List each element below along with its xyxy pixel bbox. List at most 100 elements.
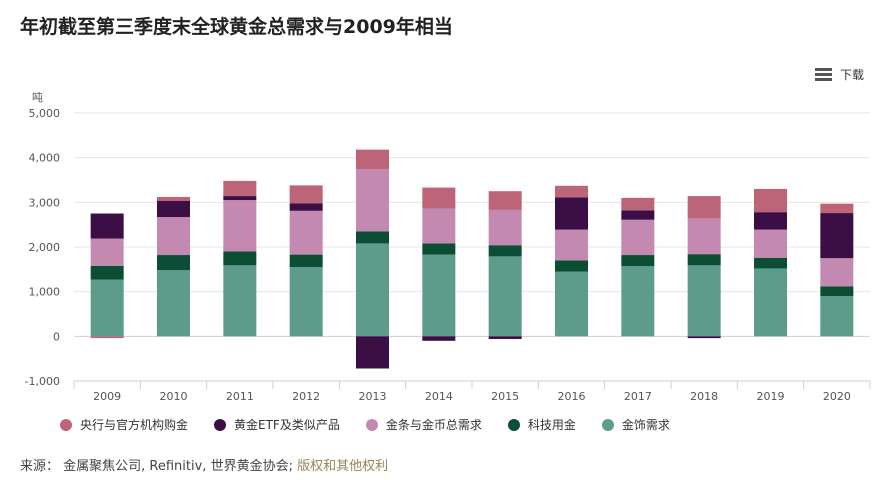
x-tick-label: 2010 (160, 390, 188, 403)
bar-segment-2016 (555, 229, 588, 261)
legend-label: 央行与官方机构购金 (80, 418, 189, 432)
x-tick-label: 2014 (425, 390, 453, 403)
bar-segment-2017 (621, 197, 655, 211)
bar-segment-2011 (223, 265, 257, 337)
chart-legend: 央行与官方机构购金 黄金ETF及类似产品 金条与金币总需求 科技用金 金饰需求 (60, 416, 670, 433)
legend-swatch (601, 418, 614, 431)
x-tick-label: 2015 (491, 390, 519, 403)
bar-segment-2020 (820, 258, 854, 287)
bar-segment-2009 (90, 279, 124, 337)
x-tick-label: 2011 (226, 390, 254, 403)
bar-segment-2017 (621, 219, 655, 256)
legend-item[interactable]: 黄金ETF及类似产品 (214, 416, 340, 433)
bar-segment-2019 (754, 188, 787, 213)
bar-segment-2015 (488, 256, 522, 337)
y-tick-label: 1,000 (29, 286, 61, 299)
x-tick-label: 2020 (823, 390, 851, 403)
download-label: 下载 (839, 68, 864, 82)
bar-segment-2014 (422, 336, 456, 341)
bar-segment-2013 (356, 169, 389, 232)
y-tick-label: 4,000 (29, 152, 61, 165)
legend-item[interactable]: 金饰需求 (601, 416, 670, 433)
y-tick-label: 2,000 (29, 241, 61, 254)
legend-swatch (214, 418, 227, 431)
x-tick-label: 2013 (359, 390, 387, 403)
bar-segment-2010 (157, 255, 190, 271)
y-tick-label: -1,000 (25, 375, 60, 388)
source-prefix: 来源： (20, 459, 60, 474)
bar-segment-2018 (687, 254, 721, 266)
bar-segment-2014 (422, 243, 456, 255)
bar-segment-2011 (223, 196, 257, 201)
bar-segment-2010 (157, 200, 190, 218)
bar-segment-2014 (422, 187, 456, 209)
x-tick-label: 2012 (292, 390, 320, 403)
bar-segment-2009 (90, 265, 124, 280)
download-button[interactable]: 下载 (814, 66, 864, 83)
bar-segment-2017 (621, 266, 655, 337)
legend-swatch (507, 418, 520, 431)
bar-segment-2016 (555, 271, 588, 337)
bar-segment-2009 (90, 213, 124, 239)
bar-segment-2012 (289, 254, 323, 268)
bar-segment-2011 (223, 200, 257, 252)
stacked-bar-chart: 吨 -1,000 0 1,000 2,000 3,000 4,000 5,000 2009 201… (25, 91, 871, 403)
legend-item[interactable]: 央行与官方机构购金 (60, 416, 188, 433)
bar-segment-2019 (754, 268, 787, 337)
legend-item[interactable]: 科技用金 (507, 416, 576, 433)
y-tick-label: 5,000 (29, 107, 61, 120)
bar-segment-2013 (356, 149, 389, 170)
bar-segment-2009 (90, 336, 124, 339)
bar-segment-2015 (488, 209, 522, 246)
bar-segment-2020 (820, 296, 854, 337)
bar-segment-2013 (356, 243, 389, 337)
menu-icon (814, 68, 832, 81)
bar-segment-2011 (223, 251, 257, 266)
y-tick-label: 3,000 (29, 196, 61, 209)
bar-segment-2019 (754, 212, 787, 230)
bar-segment-2012 (289, 210, 323, 255)
bar-segment-2015 (488, 336, 522, 340)
bar-segment-2019 (754, 229, 787, 258)
legend-label: 黄金ETF及类似产品 (234, 418, 340, 432)
bar-segment-2014 (422, 208, 456, 244)
chart-title: 年初截至第三季度末全球黄金总需求与2009年相当 (20, 16, 453, 38)
bar-segment-2020 (820, 286, 854, 297)
x-tick-label: 2018 (690, 390, 718, 403)
legend-item[interactable]: 金条与金币总需求 (365, 416, 482, 433)
bar-segment-2012 (289, 203, 323, 211)
bar-segment-2013 (356, 336, 389, 369)
source-note: 来源： 金属聚焦公司, Refinitiv, 世界黄金协会; 版权和其他权利 (20, 455, 388, 474)
bar-segment-2018 (687, 336, 721, 339)
legend-swatch (365, 418, 378, 431)
x-tick-label: 2016 (558, 390, 586, 403)
bar-segment-2017 (621, 210, 655, 220)
legend-swatch (60, 418, 72, 431)
y-axis-label: 吨 (32, 91, 43, 104)
bar-segment-2015 (488, 191, 522, 210)
bar-segment-2010 (157, 217, 190, 256)
x-tick-label: 2017 (624, 390, 652, 403)
legend-label: 金条与金币总需求 (385, 418, 482, 432)
x-tick-label: 2019 (757, 390, 785, 403)
bar-segment-2019 (754, 257, 787, 269)
source-text: 金属聚焦公司, Refinitiv, 世界黄金协会; (63, 459, 293, 474)
legend-label: 金饰需求 (621, 418, 670, 432)
bar-segment-2013 (356, 231, 389, 244)
bar-segment-2020 (820, 213, 854, 259)
bar-segment-2016 (555, 197, 588, 230)
bar-segment-2015 (488, 245, 522, 257)
bar-segment-2014 (422, 254, 456, 337)
bar-segment-2012 (289, 267, 323, 337)
bar-segment-2018 (687, 265, 721, 337)
x-tick-label: 2009 (93, 390, 121, 403)
bar-segment-2016 (555, 185, 588, 198)
bar-segment-2020 (820, 203, 854, 214)
bar-segment-2010 (157, 270, 190, 337)
bar-segment-2016 (555, 260, 588, 272)
y-tick-label: 0 (53, 330, 60, 343)
bar-segment-2009 (90, 238, 124, 266)
bar-segment-2018 (687, 218, 721, 255)
bar-segment-2012 (289, 185, 323, 204)
rights-link[interactable]: 版权和其他权利 (297, 459, 389, 474)
